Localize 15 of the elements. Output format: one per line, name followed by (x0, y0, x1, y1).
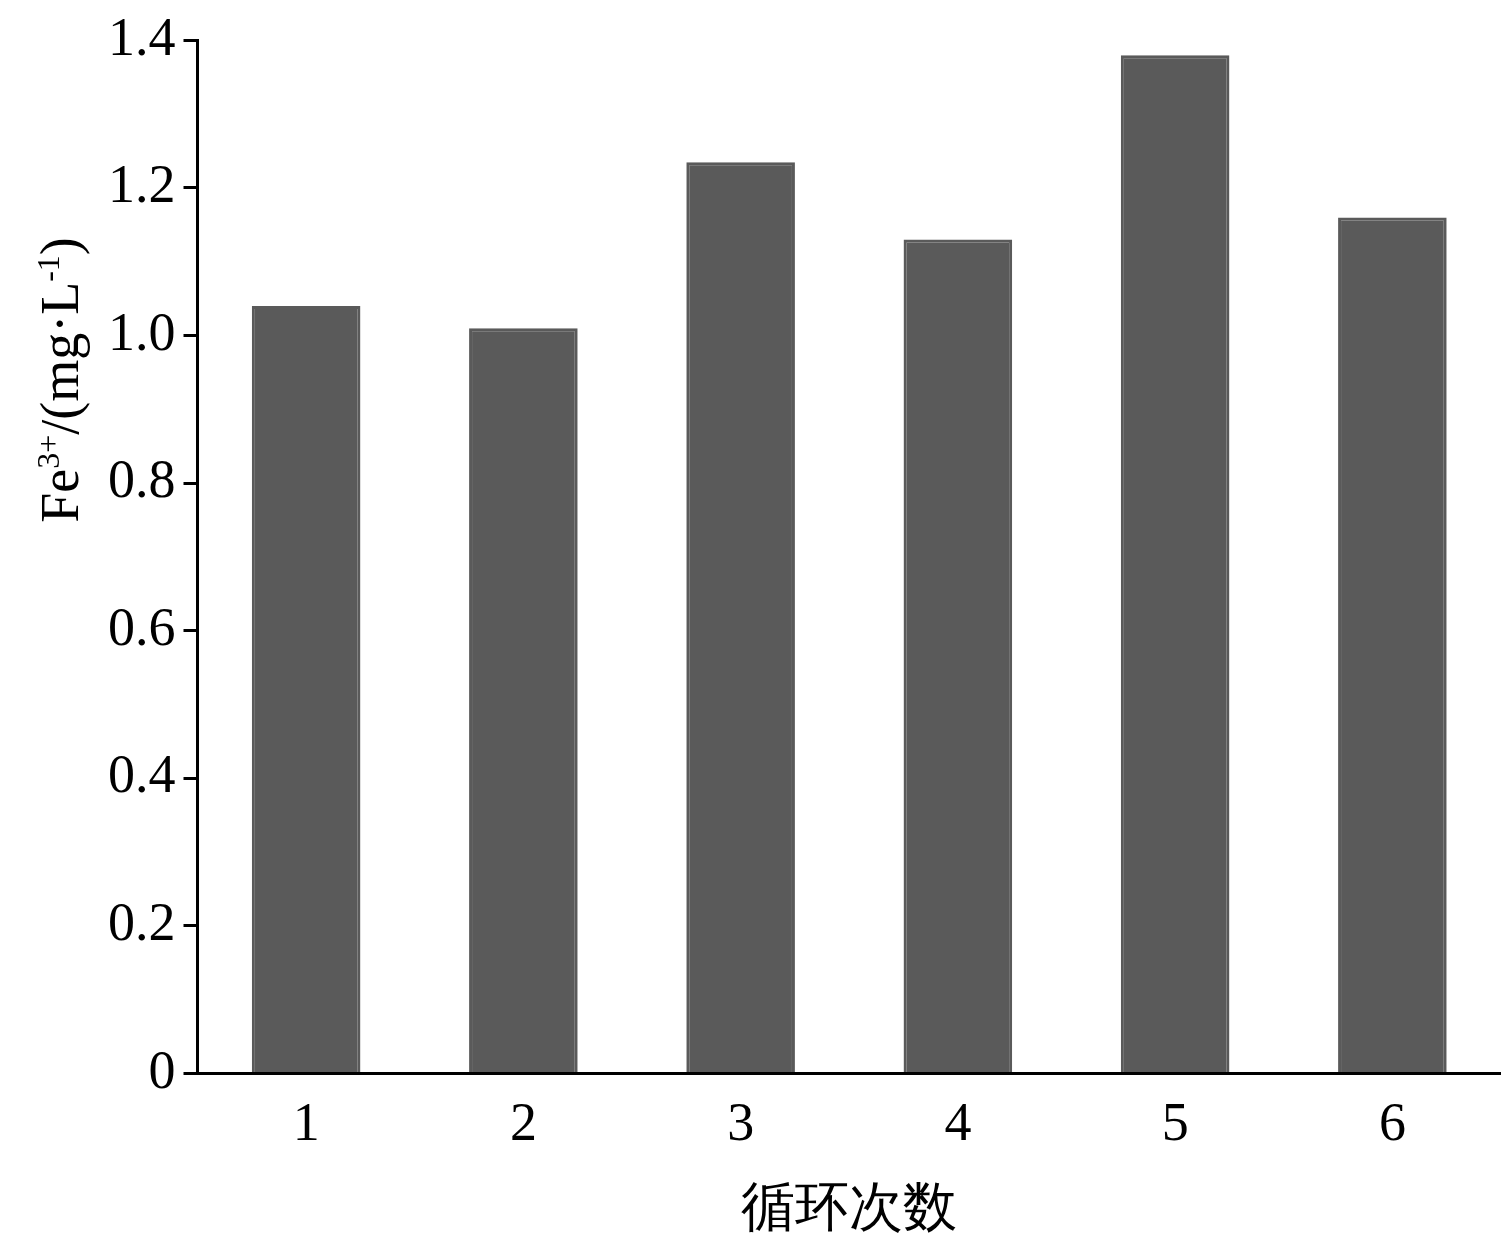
x-tick-label: 1 (292, 1091, 320, 1152)
x-tick-label: 2 (509, 1091, 537, 1152)
y-tick-label: 0.4 (108, 744, 176, 805)
y-tick-label: 0.8 (108, 449, 176, 510)
x-tick-label: 6 (1378, 1091, 1406, 1152)
y-tick-label: 0.2 (108, 892, 176, 953)
x-axis-title: 循环次数 (741, 1176, 958, 1237)
x-tick-label: 3 (727, 1091, 755, 1152)
x-tick-label: 5 (1161, 1091, 1189, 1152)
y-tick-label: 0.6 (108, 596, 176, 657)
y-tick-label: 1.0 (108, 301, 176, 362)
y-tick-label: 1.4 (108, 6, 176, 67)
y-tick-label: 1.2 (108, 154, 176, 215)
y-tick-label: 0 (148, 1039, 176, 1100)
x-tick-label: 4 (944, 1091, 972, 1152)
